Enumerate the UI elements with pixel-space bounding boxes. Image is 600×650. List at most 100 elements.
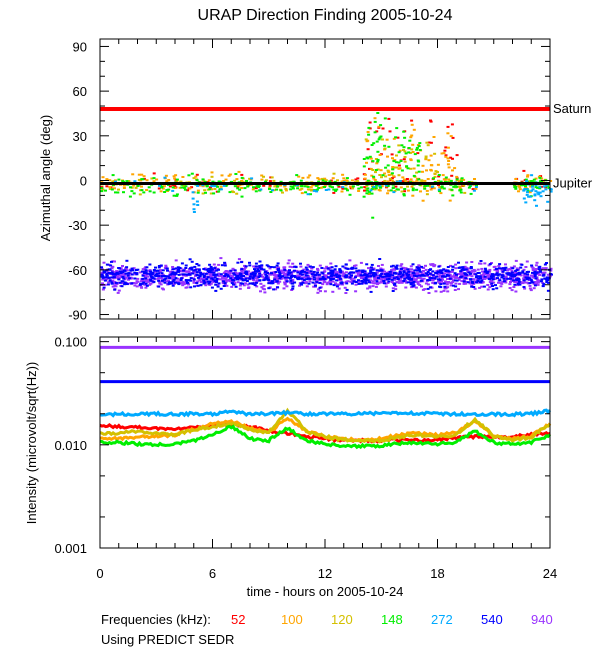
azimuth-point-940: [386, 282, 390, 284]
azimuth-point-540: [257, 276, 261, 279]
azimuth-point-100: [372, 177, 376, 180]
azimuth-point-940: [489, 279, 493, 282]
azimuth-point-540: [405, 273, 409, 276]
azimuth-point-540: [237, 277, 240, 279]
azimuth-point-940: [515, 267, 519, 270]
azimuth-point-540: [159, 264, 163, 267]
azimuth-point-540: [214, 283, 218, 286]
azimuth-point-540: [223, 264, 227, 267]
azimuth-point-148: [289, 185, 293, 188]
azimuth-point-540: [180, 277, 183, 280]
azimuth-point-148: [182, 186, 186, 189]
azimuth-point-100: [349, 185, 352, 188]
azimuth-point-540: [178, 267, 182, 270]
azimuth-point-540: [313, 278, 316, 281]
azimuth-point-940: [252, 265, 256, 268]
azimuth-point-540: [270, 272, 273, 275]
azimuth-point-540: [273, 278, 277, 281]
azimuth-point-540: [157, 275, 161, 277]
azimuth-point-940: [283, 283, 287, 286]
azimuth-point-940: [316, 269, 320, 272]
azimuth-point-540: [285, 280, 289, 283]
azimuth-point-940: [133, 284, 137, 287]
azimuth-point-540: [533, 273, 537, 276]
azimuth-point-540: [125, 259, 129, 262]
azimuth-point-100: [236, 184, 240, 187]
azimuth-point-940: [283, 281, 287, 284]
azimuth-point-540: [120, 285, 124, 288]
azimuth-point-100: [220, 174, 224, 177]
azimuth-point-540: [399, 271, 403, 274]
azimuth-point-540: [191, 272, 195, 275]
azimuth-point-940: [397, 281, 401, 284]
x-tick-label: 6: [209, 566, 216, 581]
azimuth-point-540: [523, 272, 527, 275]
azimuth-point-272: [341, 186, 345, 189]
azimuth-point-940: [536, 283, 540, 286]
azimuth-point-148: [110, 188, 114, 191]
azimuth-point-940: [384, 277, 388, 280]
azimuth-point-940: [504, 281, 508, 284]
azimuth-point-148: [373, 120, 377, 123]
azimuth-point-148: [351, 185, 355, 188]
azimuth-point-120: [390, 173, 394, 176]
azimuth-point-540: [300, 277, 304, 280]
azimuth-point-540: [112, 276, 116, 279]
azimuth-point-940: [440, 277, 444, 280]
azimuth-point-148: [269, 191, 273, 193]
azimuth-point-940: [403, 276, 407, 279]
azimuth-point-940: [200, 280, 204, 283]
azimuth-point-540: [240, 268, 244, 271]
azimuth-point-540: [369, 275, 373, 278]
azimuth-point-940: [454, 263, 458, 266]
azimuth-point-540: [440, 269, 444, 272]
azimuth-point-940: [280, 277, 284, 280]
azimuth-point-148: [275, 188, 279, 191]
azimuth-point-100: [412, 128, 416, 131]
azimuth-point-940: [468, 282, 472, 285]
azimuth-point-940: [174, 259, 178, 262]
azimuth-point-100: [219, 185, 223, 188]
azimuth-point-540: [387, 278, 391, 280]
azimuth-point-940: [509, 276, 512, 279]
azimuth-point-100: [440, 152, 444, 155]
azimuth-point-52: [368, 121, 372, 124]
azimuth-point-100: [429, 188, 433, 191]
azimuth-point-272: [171, 189, 175, 192]
azimuth-point-940: [148, 282, 152, 285]
azimuth-point-100: [402, 178, 406, 181]
azimuth-point-540: [171, 271, 175, 274]
azimuth-point-540: [205, 268, 209, 271]
azimuth-point-148: [236, 187, 240, 190]
azimuth-point-540: [254, 262, 258, 265]
azimuth-point-120: [395, 166, 399, 169]
azimuth-point-540: [215, 281, 218, 284]
azimuth-point-540: [304, 266, 308, 269]
azimuth-point-940: [513, 281, 517, 284]
azimuth-point-100: [350, 179, 354, 182]
azimuth-point-100: [442, 152, 446, 155]
azimuth-point-540: [267, 279, 271, 282]
azimuth-point-940: [110, 267, 114, 269]
azimuth-point-100: [260, 174, 264, 177]
azimuth-point-540: [277, 275, 281, 277]
azimuth-point-940: [522, 277, 526, 280]
azimuth-point-540: [437, 265, 441, 268]
azimuth-point-540: [157, 272, 161, 275]
azimuth-point-940: [282, 271, 286, 274]
azimuth-point-148: [390, 172, 394, 175]
azimuth-point-940: [454, 282, 458, 285]
azimuth-point-940: [466, 269, 470, 272]
azimuth-point-940: [532, 276, 536, 279]
azimuth-point-148: [315, 188, 319, 191]
azimuth-point-540: [407, 270, 411, 273]
azimuth-point-540: [250, 272, 253, 275]
azimuth-point-540: [153, 274, 157, 277]
azimuth-point-940: [468, 274, 472, 277]
azimuth-point-148: [289, 188, 293, 191]
azimuth-point-540: [453, 279, 457, 282]
azimuth-point-540: [318, 281, 322, 284]
azimuth-point-540: [383, 275, 387, 278]
azimuth-point-940: [141, 268, 145, 271]
